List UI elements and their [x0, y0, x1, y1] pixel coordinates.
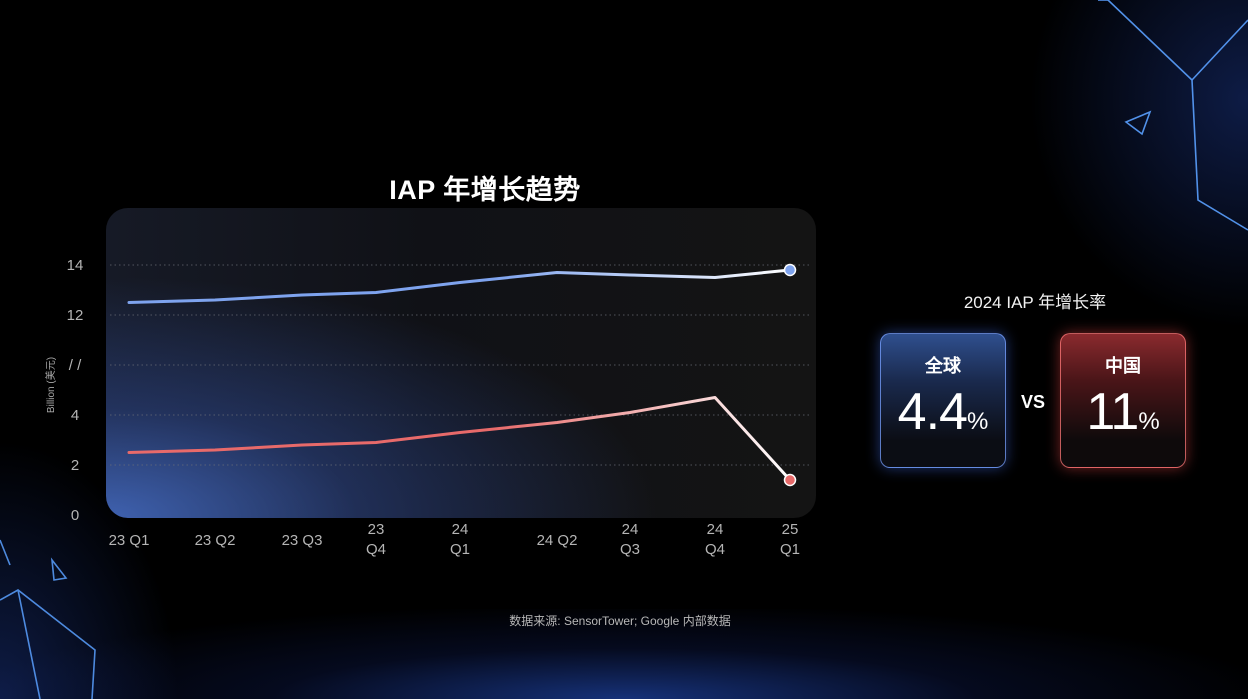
chart-title: IAP 年增长趋势: [389, 175, 581, 205]
series-line-1: [127, 396, 792, 482]
series-1-point: [783, 473, 797, 487]
x-tick-label: 23 Q4: [366, 521, 386, 558]
china-growth-card: 中国 11%: [1060, 333, 1186, 468]
top-right-neon-decoration: [1098, 0, 1248, 231]
global-value-number: 4.4: [897, 383, 968, 441]
series-0-point: [783, 263, 797, 277]
chart-panel: [106, 208, 816, 518]
y-tick-label: 4: [71, 407, 79, 424]
x-tick-label: 24 Q1: [450, 521, 470, 558]
x-tick-label: 23 Q1: [109, 532, 150, 549]
x-tick-label: 23 Q2: [195, 532, 236, 549]
data-source-note: 数据来源: SensorTower; Google 内部数据: [509, 614, 731, 628]
x-tick-label: 25 Q1: [780, 521, 800, 558]
y-tick-label: 12: [67, 307, 84, 324]
china-value-number: 11: [1086, 383, 1139, 441]
y-tick-label: 0: [71, 507, 79, 524]
top-right-glow: [1028, 0, 1248, 330]
global-label: 全球: [925, 356, 961, 376]
y-axis-label: Billion (美元): [44, 357, 57, 413]
series-line-0: [127, 268, 792, 304]
bottom-left-neon-decoration: [0, 539, 96, 699]
global-value: 4.4%: [881, 382, 1005, 442]
x-tick-label: 24 Q3: [620, 521, 640, 558]
global-growth-card: 全球 4.4%: [880, 333, 1006, 468]
china-value: 11%: [1061, 382, 1185, 442]
global-value-unit: %: [966, 408, 989, 435]
china-label: 中国: [1105, 356, 1141, 376]
bottom-glow: [0, 609, 1248, 699]
vs-label: VS: [1020, 392, 1045, 412]
y-tick-label: / /: [69, 357, 82, 374]
china-value-unit: %: [1138, 408, 1160, 435]
y-tick-label: 2: [71, 457, 79, 474]
x-tick-label: 24 Q2: [537, 532, 578, 549]
y-tick-label: 14: [67, 257, 84, 274]
x-tick-label: 24 Q4: [705, 521, 725, 558]
growth-rate-title: 2024 IAP 年增长率: [963, 293, 1107, 312]
x-tick-label: 23 Q3: [282, 532, 323, 549]
